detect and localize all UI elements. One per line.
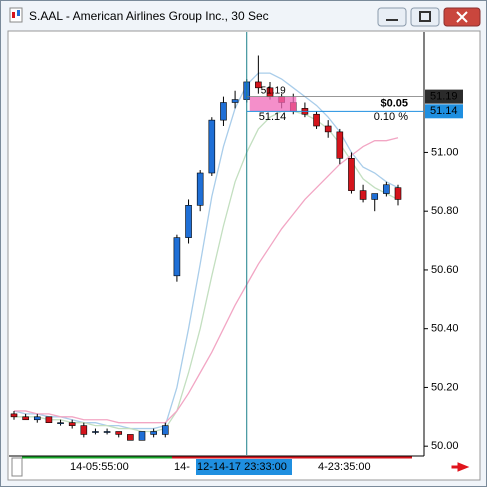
window-buttons[interactable] xyxy=(377,7,481,27)
candle-body xyxy=(161,425,169,435)
candle-body xyxy=(185,205,192,238)
window-title: S.AAL - American Airlines Group Inc., 30… xyxy=(29,9,269,23)
y-tick-label: 51.00 xyxy=(431,146,459,158)
candle-body xyxy=(208,119,216,174)
candle-body xyxy=(127,434,134,441)
candle-body xyxy=(348,158,355,191)
measure-change-pct: 0.10 % xyxy=(374,111,408,123)
crosshair-price-label: 51.14 xyxy=(430,105,458,117)
candle-body xyxy=(313,113,320,127)
close-glyph xyxy=(456,11,468,23)
candle-body xyxy=(33,416,41,421)
y-tick-label: 50.80 xyxy=(431,205,459,217)
measure-change: $0.05 xyxy=(380,98,408,110)
scroll-handle[interactable] xyxy=(11,457,23,477)
candle-body xyxy=(196,172,204,206)
moving-average xyxy=(14,137,399,424)
candle-body xyxy=(138,431,146,441)
x-label: 14- xyxy=(174,461,190,473)
crosshair-price-box xyxy=(425,104,463,119)
y-tick-label: 50.40 xyxy=(431,323,459,335)
candle-body xyxy=(80,425,88,435)
maximize-glyph xyxy=(419,11,431,22)
plot: 50.00 50.20 50.40 50.60 50.80 51.00 14-05:55:0… xyxy=(10,32,463,475)
minimize-button[interactable] xyxy=(377,7,407,27)
candle-body xyxy=(336,131,344,159)
candle-body xyxy=(394,187,402,200)
candle-body xyxy=(103,431,111,433)
candle-body xyxy=(45,416,53,423)
maximize-button[interactable] xyxy=(410,7,440,27)
crosshair-time-label: 12-14-17 23:33:00 xyxy=(197,461,287,473)
y-tick-label: 50.00 xyxy=(431,440,459,452)
candle-body xyxy=(57,422,64,424)
candle-body xyxy=(10,413,18,418)
crosshair-price-text: 51.14 xyxy=(259,111,287,123)
moving-average xyxy=(13,72,399,430)
candle-body xyxy=(371,193,379,200)
x-label: 4-23:35:00 xyxy=(318,461,371,473)
client-area xyxy=(7,30,481,481)
candle-body xyxy=(173,237,181,277)
candle-body xyxy=(92,431,99,433)
candle-body xyxy=(220,102,227,121)
candle-body xyxy=(231,99,239,103)
measure-box xyxy=(249,96,297,112)
candle-body xyxy=(115,431,123,435)
candle-body xyxy=(324,125,332,133)
candle-body xyxy=(255,81,262,89)
icon-bar xyxy=(17,10,20,16)
candle-body xyxy=(150,431,157,435)
window-icon xyxy=(9,7,23,23)
candle-body xyxy=(22,416,29,421)
last-price-label: 51.19 xyxy=(430,91,458,103)
moving-average xyxy=(14,110,399,433)
scroll-right-arrow[interactable] xyxy=(451,462,470,472)
icon-bar xyxy=(12,12,15,18)
candle-body xyxy=(68,422,76,426)
crosshair-time-box xyxy=(196,459,292,475)
measure-from-label: 51.19 xyxy=(261,85,286,96)
last-price-box xyxy=(425,89,463,104)
y-tick-label: 50.20 xyxy=(431,381,459,393)
x-label: 14-05:55:00 xyxy=(70,461,129,473)
y-tick-label: 50.60 xyxy=(431,264,459,276)
candle-body xyxy=(383,184,390,194)
candle-body xyxy=(359,190,367,200)
